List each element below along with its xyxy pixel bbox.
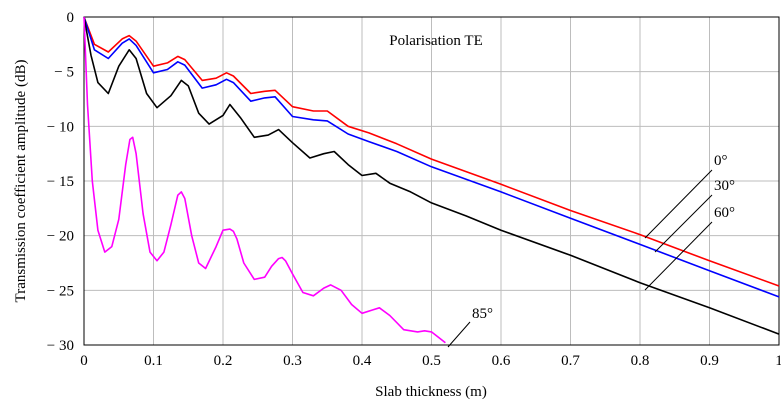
- x-tick-label: 0.3: [283, 353, 302, 369]
- y-tick-label: − 5: [54, 65, 74, 81]
- x-tick-label: 1: [775, 353, 781, 369]
- x-axis-label: Slab thickness (m): [375, 384, 487, 400]
- annotation-leader: [447, 321, 471, 348]
- annotation-label: 30°: [714, 178, 735, 194]
- y-tick-label: − 30: [47, 338, 74, 354]
- x-tick-label: 0.9: [700, 353, 719, 369]
- x-tick-label: 0.1: [144, 353, 163, 369]
- annotation-label: 60°: [714, 205, 735, 221]
- annotations: 0° 30° 60° 85°: [447, 153, 735, 348]
- x-tick-label: 0.7: [561, 353, 580, 369]
- x-tick-label: 0.8: [631, 353, 650, 369]
- y-tick-label: − 10: [47, 119, 74, 135]
- annotation-leader: [644, 169, 713, 239]
- series-group: [83, 16, 780, 344]
- annotation-leader: [644, 221, 713, 291]
- y-tick-label: − 20: [47, 229, 74, 245]
- series-line-3: [83, 16, 446, 344]
- annotation-label: 85°: [472, 306, 493, 322]
- series-line-0: [83, 16, 780, 287]
- y-tick-label: 0: [67, 10, 75, 26]
- series-line-1: [83, 16, 780, 298]
- x-tick-label: 0: [80, 353, 88, 369]
- x-tick-label: 0.2: [214, 353, 233, 369]
- x-tick-label: 0.4: [353, 353, 372, 369]
- chart-title: Polarisation TE: [389, 33, 482, 49]
- annotation-leader: [654, 194, 713, 253]
- y-tick-label: − 25: [47, 283, 74, 299]
- x-tick-label: 0.5: [422, 353, 441, 369]
- y-tick-label: − 15: [47, 174, 74, 190]
- x-tick-label: 0.6: [492, 353, 511, 369]
- series-line-2: [83, 16, 780, 335]
- y-axis-label: Transmission coefficient amplitude (dB): [13, 60, 29, 303]
- plot-frame: [83, 16, 780, 346]
- axis-ticks: 0 0.1 0.2 0.3 0.4 0.5 0.6 0.7 0.8 0.9 1 0 − 5 − 10 − 1…: [47, 10, 781, 369]
- annotation-label: 0°: [714, 153, 728, 169]
